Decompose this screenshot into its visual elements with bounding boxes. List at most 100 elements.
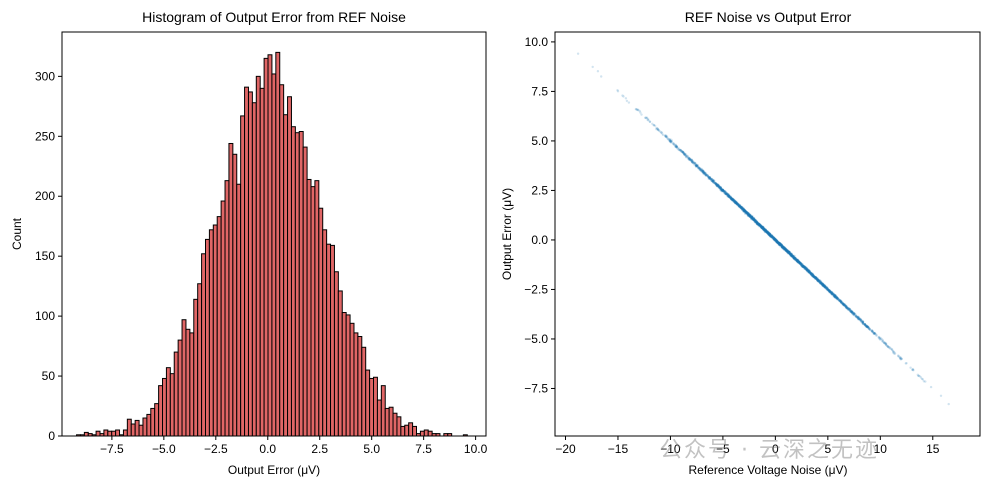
scatter-point xyxy=(790,254,793,257)
scatter-point xyxy=(790,254,793,258)
scatter-point xyxy=(782,246,785,249)
scatter-point xyxy=(807,271,810,274)
scatter-point xyxy=(698,167,701,170)
scatter-point xyxy=(782,246,785,249)
scatter-point xyxy=(776,240,779,243)
scatter-point xyxy=(786,251,790,254)
scatter-point xyxy=(730,198,734,201)
scatter-point xyxy=(647,119,650,122)
scatter-point xyxy=(725,192,729,195)
histogram-bar xyxy=(228,142,234,437)
scatter-point xyxy=(832,293,835,296)
scatter-point xyxy=(853,312,856,315)
scatter-point xyxy=(769,234,772,238)
scatter-point xyxy=(796,259,799,262)
scatter-point xyxy=(782,246,785,249)
scatter-point xyxy=(762,228,765,231)
scatter-point xyxy=(841,303,844,306)
scatter-point xyxy=(769,234,772,238)
scatter-point xyxy=(787,251,790,254)
scatter-point xyxy=(841,301,844,304)
scatter-point xyxy=(745,211,748,214)
scatter-point xyxy=(743,208,746,212)
histogram-bar xyxy=(224,180,230,437)
scatter-point xyxy=(801,265,805,268)
scatter-point xyxy=(839,299,842,302)
scatter-point xyxy=(836,297,839,300)
scatter-point xyxy=(744,211,747,214)
scatter-point xyxy=(798,262,802,265)
scatter-point xyxy=(814,276,817,279)
scatter-point xyxy=(820,281,823,284)
scatter-point xyxy=(825,287,829,290)
scatter-point xyxy=(760,225,764,229)
scatter-point xyxy=(720,189,723,192)
scatter-point xyxy=(795,259,799,263)
scatter-point xyxy=(873,332,876,335)
scatter-point xyxy=(847,308,850,311)
scatter-point xyxy=(723,190,726,193)
scatter-point xyxy=(796,260,800,263)
histogram-bars xyxy=(76,51,468,437)
scatter-point xyxy=(751,216,754,219)
scatter-point xyxy=(759,225,763,228)
scatter-y-tick-label: 7.5 xyxy=(531,84,548,98)
scatter-point xyxy=(808,271,811,274)
scatter-point xyxy=(838,299,841,302)
scatter-point xyxy=(777,241,780,245)
scatter-point xyxy=(675,145,678,148)
scatter-point xyxy=(788,251,791,255)
scatter-point xyxy=(745,211,748,214)
scatter-point xyxy=(821,283,825,286)
scatter-point xyxy=(766,231,769,235)
scatter-point xyxy=(806,268,809,272)
scatter-point xyxy=(787,250,790,253)
scatter-point xyxy=(770,234,773,238)
scatter-point xyxy=(899,357,902,360)
scatter-point xyxy=(749,216,753,219)
scatter-point xyxy=(742,209,746,212)
scatter-point xyxy=(864,323,867,326)
scatter-point xyxy=(835,296,839,299)
scatter-point xyxy=(748,215,752,219)
scatter-point xyxy=(798,262,801,265)
scatter-point xyxy=(844,306,848,309)
scatter-point xyxy=(792,255,795,259)
scatter-point xyxy=(761,227,765,230)
scatter-point xyxy=(821,283,825,286)
scatter-point xyxy=(742,209,745,213)
scatter-point xyxy=(800,265,804,268)
scatter-point xyxy=(850,310,854,314)
scatter-point xyxy=(842,302,845,306)
scatter-point xyxy=(693,162,697,165)
scatter-point xyxy=(738,205,741,208)
histogram-bar xyxy=(165,367,171,437)
scatter-point xyxy=(792,256,796,260)
scatter-point xyxy=(815,277,819,280)
scatter-point xyxy=(725,192,728,196)
scatter-point xyxy=(819,281,822,284)
histogram-bar xyxy=(365,369,371,437)
scatter-point xyxy=(732,200,735,203)
scatter-point xyxy=(791,254,794,258)
scatter-point xyxy=(790,255,794,258)
scatter-point xyxy=(784,247,787,251)
scatter-point xyxy=(719,188,723,192)
scatter-point xyxy=(733,200,736,203)
scatter-point xyxy=(792,255,795,259)
scatter-point xyxy=(746,212,750,215)
scatter-point xyxy=(677,146,680,150)
scatter-point xyxy=(817,279,820,282)
scatter-point xyxy=(750,215,753,219)
scatter-point xyxy=(768,234,771,237)
scatter-point xyxy=(834,295,838,298)
scatter-point xyxy=(734,200,737,204)
scatter-point xyxy=(754,219,758,222)
scatter-point xyxy=(778,243,782,246)
scatter-point xyxy=(790,254,793,257)
scatter-point xyxy=(801,263,804,267)
scatter-point xyxy=(769,234,772,237)
scatter-point xyxy=(786,251,789,254)
scatter-point xyxy=(833,294,836,297)
scatter-point xyxy=(833,294,836,297)
